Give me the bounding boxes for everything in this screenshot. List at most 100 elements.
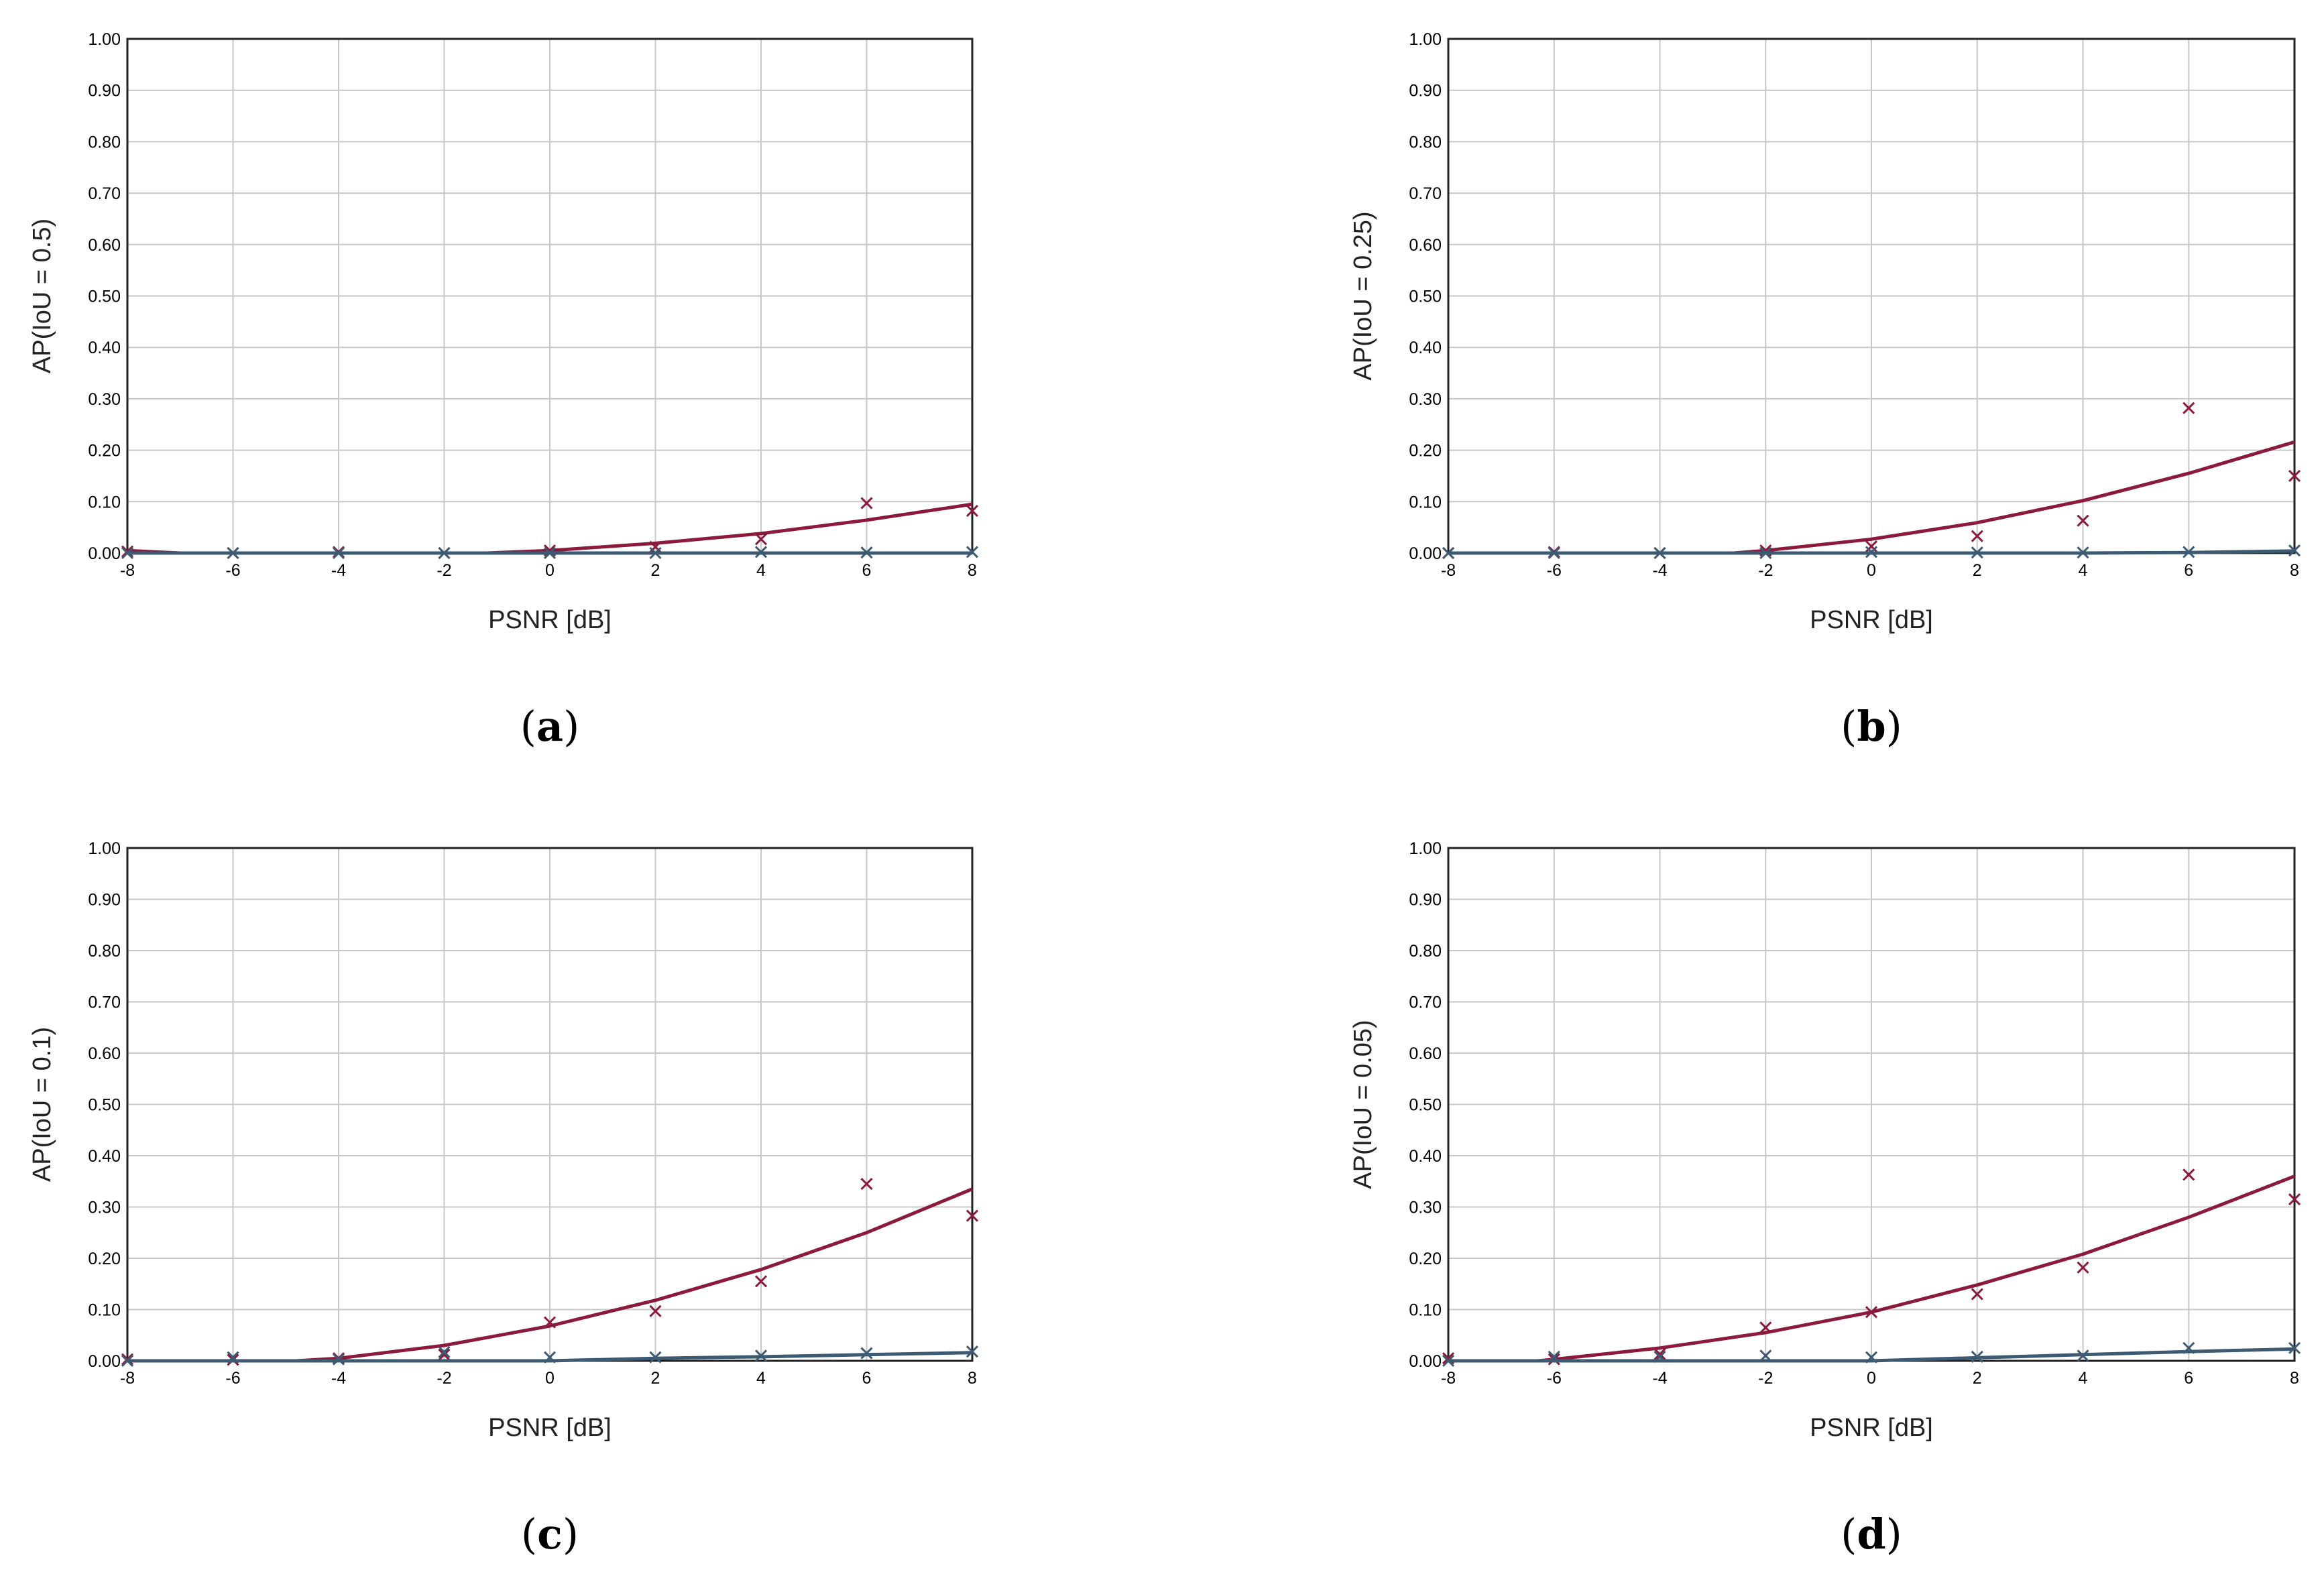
y-tick-label: 1.00 — [1409, 30, 1442, 49]
y-tick-label: 0.00 — [1409, 544, 1442, 563]
data-point — [543, 1351, 557, 1364]
data-point — [1865, 546, 1878, 558]
data-point-stroke — [860, 1178, 873, 1191]
data-point — [121, 546, 134, 560]
data-point — [227, 1351, 239, 1364]
data-point — [966, 505, 979, 518]
data-point-stroke — [1865, 540, 1878, 553]
data-point-stroke — [1548, 546, 1560, 560]
data-point-stroke — [754, 546, 768, 558]
y-tick-label: 0.30 — [1409, 1199, 1442, 1217]
y-axis-title: AP(IoU = 0.05) — [1349, 1020, 1377, 1189]
chart-panel-d: -8 -6 -4 -2 0 2 4 6 8 0.00 0.10 0.20 0.30 0.40 0.50 0.6… — [1349, 839, 2301, 1559]
x-tick-label: 0 — [1867, 561, 1876, 580]
y-tick-label: 0.40 — [1409, 1147, 1442, 1166]
data-point-stroke — [2288, 544, 2301, 557]
series-1 — [1442, 1341, 2301, 1368]
data-point-stroke — [1971, 1350, 1983, 1363]
x-tick-label: 4 — [2079, 1369, 2088, 1388]
x-tick-label: 8 — [2290, 1369, 2299, 1388]
y-tick-label: 0.60 — [88, 236, 121, 255]
x-tick-label: 4 — [2079, 561, 2088, 580]
data-point — [754, 1275, 768, 1288]
x-tick-label: -8 — [120, 561, 135, 580]
data-point-stroke — [2077, 1261, 2089, 1274]
data-point — [2288, 1193, 2301, 1206]
data-point — [1759, 1321, 1772, 1334]
data-point-stroke — [2077, 1349, 2089, 1362]
data-point — [2288, 469, 2301, 483]
y-tick-label: 0.20 — [88, 1250, 121, 1268]
x-tick-label: 0 — [1867, 1369, 1876, 1388]
data-point-stroke — [1442, 1352, 1455, 1365]
panel-caption: (c) — [521, 1510, 579, 1559]
data-point — [966, 1209, 979, 1222]
y-tick-label: 0.60 — [88, 1044, 121, 1063]
data-point-stroke — [1865, 1351, 1878, 1364]
y-tick-label: 0.80 — [88, 942, 121, 961]
data-point-stroke — [860, 546, 873, 559]
x-tick-label: -4 — [331, 561, 346, 580]
data-point — [438, 546, 451, 560]
data-point-stroke — [543, 546, 557, 560]
y-tick-label: 0.10 — [1409, 1301, 1442, 1320]
x-tick-label: -2 — [437, 561, 451, 580]
data-point — [966, 546, 979, 558]
x-tick-label: 6 — [2184, 1369, 2193, 1388]
data-point-stroke — [1653, 1350, 1666, 1363]
data-point-stroke — [438, 546, 451, 560]
caption-close: ) — [1886, 702, 1902, 751]
data-point-stroke — [1548, 1350, 1560, 1363]
data-point — [754, 1349, 768, 1362]
caption-close: ) — [563, 702, 579, 751]
data-point-stroke — [438, 1345, 451, 1359]
y-tick-label: 0.90 — [88, 891, 121, 910]
fit-curve — [127, 1351, 973, 1363]
data-point — [2077, 1349, 2089, 1362]
y-tick-label: 0.80 — [1409, 942, 1442, 961]
x-tick-label: 2 — [651, 1369, 660, 1388]
x-tick-label: 2 — [1973, 561, 1982, 580]
data-point — [1548, 546, 1560, 560]
y-tick-label: 0.40 — [1409, 339, 1442, 357]
data-point-stroke — [649, 1351, 662, 1364]
data-point — [1971, 1288, 1983, 1300]
data-point-stroke — [1971, 546, 1983, 559]
data-point-stroke — [860, 1347, 873, 1359]
caption-open: ( — [1841, 1510, 1857, 1559]
data-point — [649, 546, 662, 560]
y-tick-label: 0.00 — [1409, 1352, 1442, 1371]
data-point-stroke — [1865, 1306, 1878, 1319]
data-point-stroke — [1653, 546, 1666, 560]
y-tick-label: 0.30 — [88, 390, 121, 409]
data-point — [1653, 546, 1666, 560]
chart-panel-b: -8 -6 -4 -2 0 2 4 6 8 0.00 0.10 0.20 0.30 0.40 0.50 0.6… — [1349, 30, 2301, 751]
panel-caption: (d) — [1841, 1510, 1902, 1559]
data-point-stroke — [1865, 546, 1878, 558]
caption-close: ) — [563, 1510, 579, 1559]
caption-close: ) — [1886, 1510, 1902, 1559]
data-point — [2077, 546, 2089, 559]
data-point-stroke — [332, 1353, 345, 1366]
data-point — [1971, 546, 1983, 559]
data-point-stroke — [649, 546, 662, 560]
data-point-stroke — [121, 546, 134, 560]
data-point-stroke — [966, 546, 979, 558]
x-tick-label: 4 — [756, 1369, 766, 1388]
data-point-stroke — [966, 505, 979, 518]
x-tick-label: -2 — [1758, 561, 1773, 580]
data-point-stroke — [1759, 546, 1772, 560]
y-tick-label: 0.10 — [88, 493, 121, 511]
data-point-stroke — [1442, 1354, 1455, 1368]
data-point — [2288, 544, 2301, 557]
data-point — [2077, 514, 2089, 527]
data-point — [754, 546, 768, 558]
data-point-stroke — [860, 497, 873, 509]
data-point — [754, 533, 768, 546]
data-point — [1971, 530, 1983, 542]
data-point-stroke — [754, 533, 768, 546]
x-tick-label: 4 — [756, 561, 766, 580]
caption-letter: d — [1857, 1510, 1885, 1559]
y-tick-label: 1.00 — [1409, 839, 1442, 858]
data-point — [1865, 1306, 1878, 1319]
